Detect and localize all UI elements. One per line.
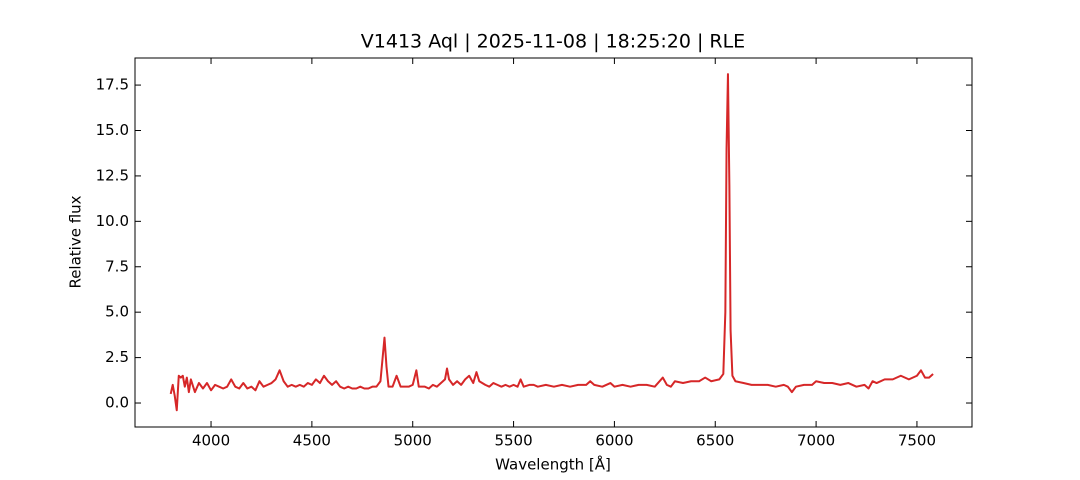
plot-frame	[134, 57, 973, 428]
x-tick-label: 7000	[797, 432, 835, 450]
x-tick-label: 5500	[494, 432, 532, 450]
spectrum-line	[169, 73, 934, 412]
y-tick-label: 0.0	[105, 394, 129, 412]
y-tick-label: 5.0	[105, 303, 129, 321]
x-tick-label: 6000	[595, 432, 633, 450]
x-axis-label: Wavelength [Å]	[495, 455, 611, 474]
y-tick-label: 12.5	[96, 166, 129, 184]
y-tick-label: 17.5	[96, 76, 129, 94]
x-tick-label: 4000	[192, 432, 230, 450]
x-tick-label: 5000	[394, 432, 432, 450]
y-tick-label: 10.0	[96, 212, 129, 230]
chart-title: V1413 Aql | 2025-11-08 | 18:25:20 | RLE	[361, 31, 745, 53]
y-tick-label: 15.0	[96, 121, 129, 139]
y-axis-label: Relative flux	[67, 195, 85, 288]
y-tick-label: 2.5	[105, 348, 129, 366]
x-tick-label: 6500	[696, 432, 734, 450]
x-tick-label: 7500	[898, 432, 936, 450]
x-tick-label: 4500	[293, 432, 331, 450]
y-tick-label: 7.5	[105, 257, 129, 275]
